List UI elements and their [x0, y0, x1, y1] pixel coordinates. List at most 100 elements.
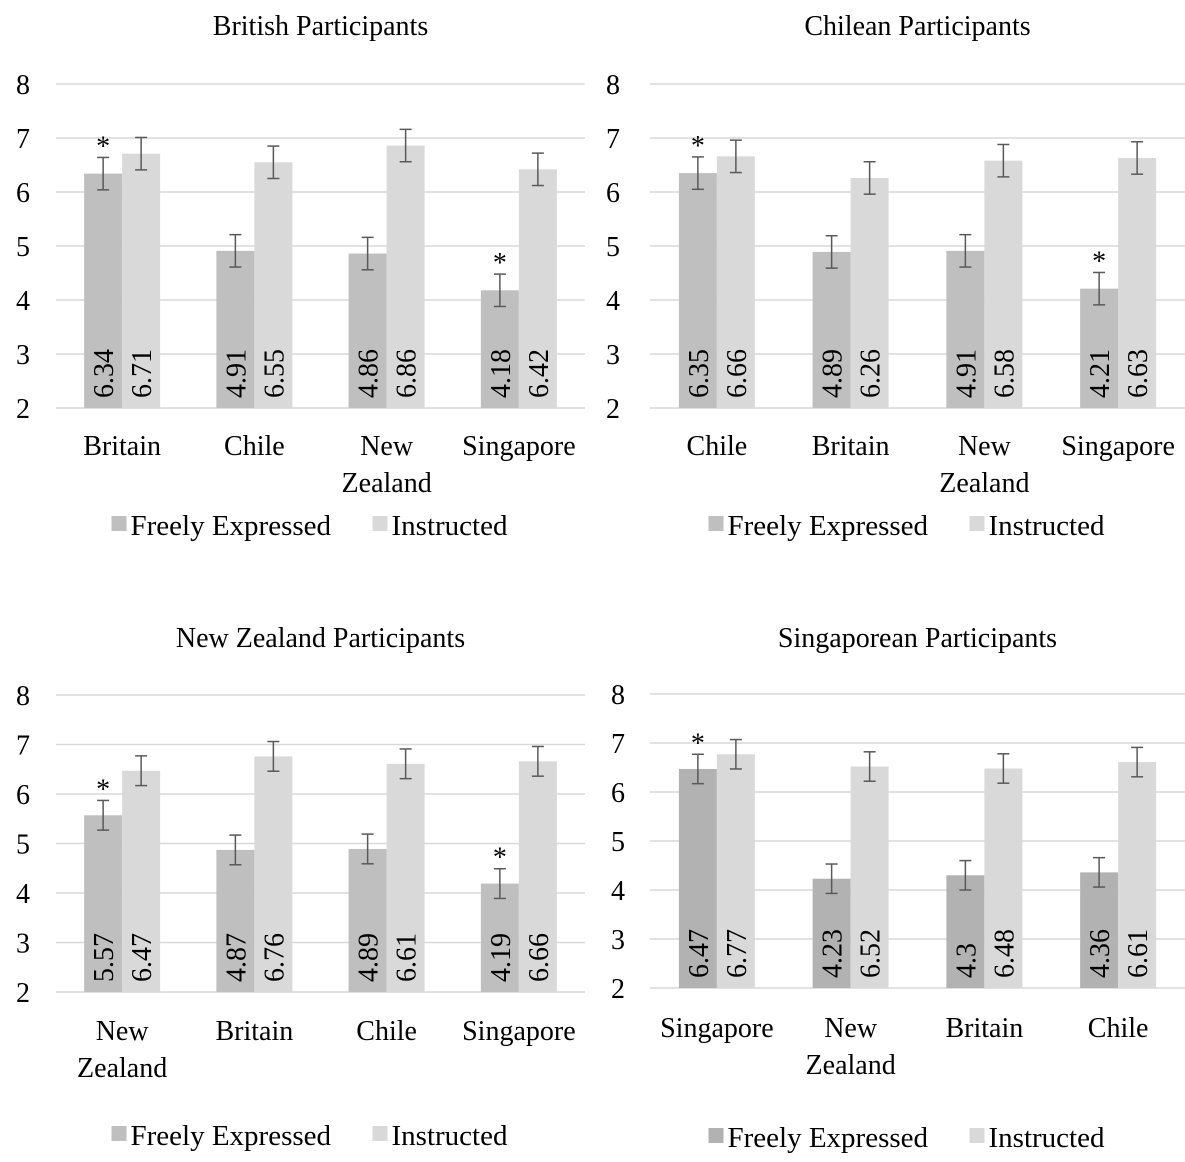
x-category-label: Britain — [812, 431, 890, 462]
legend-label: Freely Expressed — [728, 510, 929, 542]
legend-swatch — [111, 516, 127, 531]
legend-swatch — [111, 1126, 127, 1141]
legend: Freely Expressed Instructed — [111, 1120, 508, 1152]
chart-title: British Participants — [213, 11, 428, 42]
chart-panel-4: Singaporean Participants 2 3 4 5 6 7 8 6.47 6.77 *… — [611, 623, 1185, 1154]
chart-panel-2: Chilean Participants 2 3 4 5 6 7 8 6.35 6.66 * Chil… — [606, 11, 1185, 542]
x-category-label: Britain — [83, 431, 161, 462]
x-category-label: New — [360, 431, 414, 462]
x-category-label: Zealand — [806, 1050, 896, 1081]
y-tick-label: 5 — [16, 830, 30, 861]
data-label: 4.91 — [221, 349, 252, 398]
bar-freely-expressed — [812, 251, 851, 408]
legend-swatch — [969, 516, 985, 531]
data-label: 4.3 — [951, 943, 982, 978]
data-label: 4.18 — [486, 349, 517, 398]
y-tick-label: 3 — [16, 340, 30, 371]
bar-freely-expressed — [946, 250, 985, 408]
y-tick-label: 4 — [606, 286, 620, 317]
y-tick-label: 5 — [606, 232, 620, 263]
significance-marker: * — [691, 131, 705, 162]
x-category-label: Britain — [215, 1016, 293, 1047]
y-tick-label: 7 — [606, 124, 620, 155]
data-label: 6.52 — [856, 929, 887, 978]
data-label: 4.36 — [1085, 929, 1116, 978]
x-category-label: Zealand — [77, 1053, 167, 1084]
legend-label: Freely Expressed — [728, 1122, 929, 1154]
x-category-label: Singapore — [1061, 431, 1175, 462]
data-label: 6.58 — [989, 349, 1020, 398]
significance-marker: * — [493, 248, 507, 279]
y-tick-label: 5 — [611, 827, 625, 858]
y-tick-label: 8 — [16, 70, 30, 101]
y-tick-label: 6 — [606, 178, 620, 209]
data-label: 6.76 — [259, 933, 290, 982]
bar-instructed — [716, 156, 755, 408]
y-tick-label: 5 — [16, 232, 30, 263]
legend-label: Freely Expressed — [131, 1120, 332, 1152]
legend-label: Instructed — [392, 1120, 508, 1152]
data-label: 6.86 — [392, 349, 423, 398]
y-tick-label: 2 — [16, 978, 30, 1009]
x-category-label: Singapore — [462, 1016, 576, 1047]
chart-title: New Zealand Participants — [176, 623, 465, 654]
x-category-label: Chile — [356, 1016, 417, 1047]
data-label: 6.61 — [1123, 929, 1154, 978]
data-label: 4.21 — [1085, 349, 1116, 398]
bar-instructed — [984, 160, 1023, 408]
data-label: 4.87 — [221, 933, 252, 982]
bar-instructed — [122, 770, 161, 992]
significance-marker: * — [96, 774, 110, 805]
bar-freely-expressed — [480, 883, 519, 992]
legend: Freely Expressed Instructed — [708, 1122, 1105, 1154]
data-label: 6.63 — [1123, 349, 1154, 398]
data-label: 6.71 — [127, 349, 158, 398]
x-category-label: Singapore — [660, 1013, 774, 1044]
x-category-label: Britain — [945, 1013, 1023, 1044]
x-category-label: Chile — [224, 431, 285, 462]
significance-marker: * — [1092, 246, 1106, 277]
bar-instructed — [254, 162, 293, 408]
x-category-label: New — [96, 1016, 150, 1047]
legend: Freely Expressed Instructed — [111, 510, 508, 542]
significance-marker: * — [96, 131, 110, 162]
bar-instructed — [386, 145, 425, 408]
data-label: 6.55 — [259, 349, 290, 398]
legend-swatch — [372, 1126, 388, 1141]
bar-instructed — [122, 153, 161, 408]
legend-label: Instructed — [989, 510, 1105, 542]
data-label: 4.23 — [818, 929, 849, 978]
bar-instructed — [1118, 762, 1157, 988]
bar-freely-expressed — [678, 768, 717, 988]
y-tick-label: 7 — [16, 124, 30, 155]
bar-instructed — [850, 177, 889, 408]
y-tick-label: 8 — [606, 70, 620, 101]
chart-title: Chilean Participants — [804, 11, 1030, 42]
y-tick-label: 4 — [16, 286, 30, 317]
bar-freely-expressed — [1080, 288, 1119, 408]
y-tick-label: 4 — [611, 876, 625, 907]
chart-panel-3: New Zealand Participants 2 3 4 5 6 7 8 5.57 6.47 *… — [16, 623, 585, 1152]
data-label: 4.91 — [951, 349, 982, 398]
bar-instructed — [850, 766, 889, 988]
x-category-label: New — [824, 1013, 878, 1044]
bar-freely-expressed — [84, 173, 123, 408]
data-label: 6.26 — [856, 349, 887, 398]
bar-freely-expressed — [946, 875, 985, 988]
y-tick-label: 3 — [611, 925, 625, 956]
legend-swatch — [708, 516, 724, 531]
legend-label: Instructed — [392, 510, 508, 542]
legend-swatch — [708, 1128, 724, 1143]
legend-label: Freely Expressed — [131, 510, 332, 542]
data-label: 6.48 — [989, 929, 1020, 978]
data-label: 5.57 — [89, 933, 120, 982]
bar-freely-expressed — [480, 290, 519, 408]
legend-swatch — [969, 1128, 985, 1143]
bar-instructed — [716, 754, 755, 988]
data-label: 6.47 — [127, 933, 158, 982]
y-tick-label: 2 — [606, 394, 620, 425]
y-tick-label: 6 — [16, 780, 30, 811]
x-category-label: New — [958, 431, 1012, 462]
significance-marker: * — [691, 728, 705, 759]
